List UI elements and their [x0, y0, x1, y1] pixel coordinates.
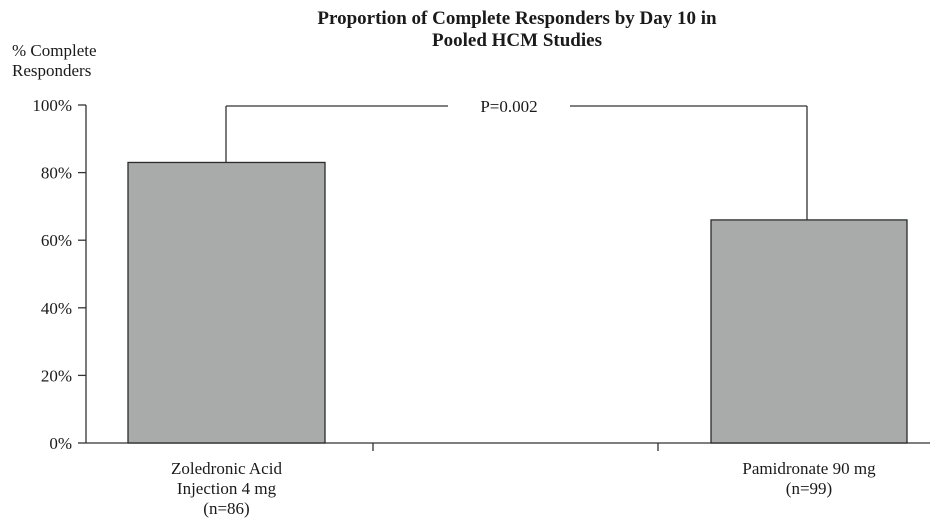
chart-title: Proportion of Complete Responders by Day… [317, 8, 717, 51]
y-tick-label-0: 0% [49, 434, 72, 453]
bar-1 [127, 161, 326, 444]
y-tick-label-60: 60% [41, 231, 72, 250]
bar-2 [710, 219, 908, 444]
p-value-annotation: P=0.002 [480, 97, 537, 116]
y-tick-label-100: 100% [32, 96, 72, 115]
y-tick-label-80: 80% [41, 164, 72, 183]
x-category-label-1-line-1: Zoledronic Acid [171, 459, 282, 478]
significance-bracket: P=0.002 [225, 97, 808, 220]
y-tick-label-20: 20% [41, 366, 72, 385]
chart-title-line-1: Proportion of Complete Responders by Day… [317, 8, 717, 29]
y-tick-label-40: 40% [41, 299, 72, 318]
bars [127, 161, 908, 444]
y-axis-label-line-2: Responders [12, 61, 91, 80]
x-category-label-1-line-3: (n=86) [203, 499, 249, 518]
chart-title-line-2: Pooled HCM Studies [432, 30, 602, 51]
x-category-label-1-line-2: Injection 4 mg [177, 479, 277, 498]
y-axis-label-line-1: % Complete [12, 41, 97, 60]
x-category-label-2-line-1: Pamidronate 90 mg [742, 459, 876, 478]
y-ticks: 0% 20% 40% 60% 80% 100% [32, 96, 86, 453]
x-category-label-2-line-2: (n=99) [786, 479, 832, 498]
